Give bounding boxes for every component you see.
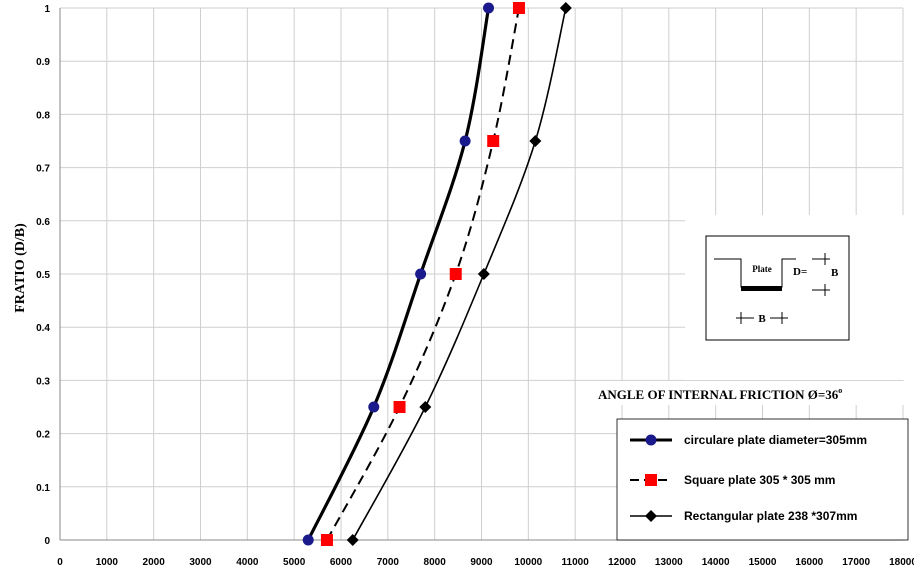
data-point-1-2 — [449, 268, 462, 280]
data-point-0-3 — [459, 135, 471, 147]
legend: circulare plate diameter=305mm Square pl… — [616, 418, 909, 541]
x-tick-label-3: 3000 — [189, 557, 212, 568]
legend-label-square: Square plate 305 * 305 mm — [684, 473, 835, 487]
x-tick-label-12: 12000 — [608, 557, 636, 568]
data-point-2-0 — [346, 534, 359, 546]
x-tick-label-5: 5000 — [283, 557, 306, 568]
legend-label-circular: circulare plate diameter=305mm — [684, 433, 867, 447]
y-tick-label-7: 0.7 — [36, 164, 50, 175]
y-axis-label: FRATIO (D/B) — [13, 223, 28, 313]
legend-marker-circle — [645, 434, 657, 446]
y-tick-label-5: 0.5 — [36, 270, 50, 281]
data-point-2-2 — [477, 268, 490, 280]
x-tick-label-6: 6000 — [330, 557, 353, 568]
depth-symbol: B — [831, 267, 839, 279]
data-point-2-4 — [559, 2, 572, 14]
friction-annotation: ANGLE OF INTERNAL FRICTION Ø=36o — [598, 386, 842, 402]
x-tick-label-9: 9000 — [470, 557, 493, 568]
y-tick-label-4: 0.4 — [36, 323, 50, 334]
y-tick-label-8: 0.8 — [36, 110, 50, 121]
data-point-1-1 — [393, 401, 406, 413]
series-group — [302, 2, 572, 546]
x-tick-label-11: 11000 — [562, 557, 590, 568]
y-tick-label-6: 0.6 — [36, 217, 50, 228]
y-tick-label-3: 0.3 — [36, 376, 50, 387]
x-tick-label-17: 17000 — [842, 557, 870, 568]
width-label: B — [758, 313, 766, 325]
depth-label: D= — [793, 266, 807, 278]
data-point-0-2 — [415, 268, 427, 280]
x-tick-label-15: 15000 — [749, 557, 777, 568]
legend-marker-diamond — [645, 510, 657, 522]
y-tick-label-10: 1 — [44, 4, 50, 15]
x-tick-labels: 0 1000 2000 3000 4000 5000 6000 7000 8000 9000 100… — [57, 557, 914, 568]
data-point-1-3 — [487, 135, 500, 147]
plate-label: Plate — [752, 264, 772, 274]
legend-marker-square — [645, 474, 657, 486]
x-tick-label-1: 1000 — [96, 557, 119, 568]
x-tick-label-0: 0 — [57, 557, 63, 568]
y-tick-label-9: 0.9 — [36, 57, 50, 68]
data-point-0-4 — [483, 2, 495, 14]
x-tick-label-8: 8000 — [424, 557, 447, 568]
y-tick-labels: 0 0.1 0.2 0.3 0.4 0.5 0.6 0.7 0.8 0.9 1 — [36, 4, 50, 547]
legend-label-rectangular: Rectangular plate 238 *307mm — [684, 509, 857, 523]
data-point-2-3 — [529, 135, 542, 147]
x-tick-label-4: 4000 — [236, 557, 259, 568]
plate-diagram: Plate D= B B — [685, 215, 910, 380]
y-tick-label-2: 0.2 — [36, 430, 50, 441]
x-tick-label-16: 16000 — [795, 557, 823, 568]
x-tick-label-10: 10000 — [514, 557, 542, 568]
x-tick-label-2: 2000 — [143, 557, 166, 568]
data-point-0-1 — [368, 401, 380, 413]
data-point-2-1 — [419, 401, 432, 413]
data-point-0-0 — [302, 534, 314, 546]
y-tick-label-1: 0.1 — [36, 483, 50, 494]
x-tick-label-13: 13000 — [655, 557, 683, 568]
data-point-1-0 — [320, 534, 333, 546]
data-point-1-4 — [512, 2, 525, 14]
annotation-background — [595, 381, 905, 405]
y-tick-label-0: 0 — [44, 536, 50, 547]
x-tick-label-7: 7000 — [377, 557, 400, 568]
plate-shape — [741, 286, 782, 291]
x-tick-label-14: 14000 — [702, 557, 730, 568]
